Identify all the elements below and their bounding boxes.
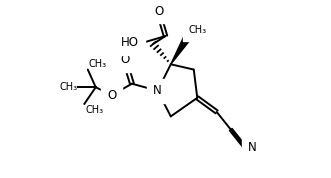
Text: N: N — [248, 141, 257, 154]
Text: N: N — [153, 84, 161, 97]
Text: CH₃: CH₃ — [89, 59, 107, 69]
Text: O: O — [120, 53, 129, 66]
Text: CH₃: CH₃ — [59, 82, 77, 92]
Text: CH₃: CH₃ — [85, 105, 103, 115]
Polygon shape — [171, 37, 190, 64]
Text: CH₃: CH₃ — [189, 25, 207, 35]
Text: O: O — [154, 5, 164, 18]
Text: HO: HO — [121, 36, 139, 49]
Text: O: O — [107, 89, 116, 102]
